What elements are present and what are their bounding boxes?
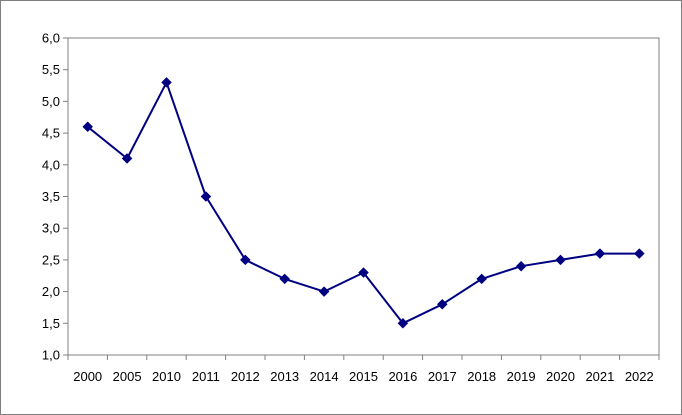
- x-tick-label: 2014: [310, 369, 339, 384]
- y-axis: 1,0 1,5 2,0 2,5 3,0 3,5 4,0 4,5 5,0 5,5 6,0: [42, 31, 68, 363]
- data-point-marker: [555, 254, 566, 266]
- x-tick-label: 2005: [113, 369, 142, 384]
- y-tick-label: 5,0: [42, 94, 60, 109]
- data-point-marker: [436, 298, 448, 310]
- x-tick-label: 2018: [467, 369, 496, 384]
- data-point-marker: [594, 248, 606, 259]
- y-tick-label: 6,0: [42, 31, 60, 46]
- x-tick-label: 2010: [152, 369, 181, 384]
- x-tick-label: 2000: [73, 369, 102, 384]
- y-tick-label: 3,0: [42, 221, 60, 236]
- data-point-marker: [82, 121, 94, 133]
- x-tick-label: 2016: [388, 369, 417, 384]
- data-point-marker: [358, 267, 369, 278]
- data-point-marker: [515, 260, 527, 272]
- y-tick-label: 1,5: [42, 316, 60, 331]
- data-point-marker: [476, 273, 488, 285]
- series-layer: [82, 77, 645, 329]
- y-tick-label: 3,5: [42, 189, 60, 204]
- y-tick-label: 1,0: [42, 348, 60, 363]
- data-point-marker: [239, 254, 251, 266]
- data-point-marker: [161, 77, 172, 88]
- y-tick-label: 4,0: [42, 157, 60, 172]
- data-point-marker: [279, 273, 291, 285]
- data-point-marker: [397, 317, 409, 329]
- data-point-marker: [633, 248, 645, 259]
- x-tick-label: 2011: [192, 369, 220, 384]
- x-axis: 2000 2005 2010 2011 2012 2013 2014 2015 2016 2017…: [67, 355, 660, 384]
- data-point-marker: [121, 153, 133, 164]
- x-tick-label: 2012: [231, 369, 260, 384]
- y-tick-label: 5,5: [42, 62, 60, 77]
- x-tick-label: 2022: [625, 369, 654, 384]
- x-tick-label: 2017: [428, 369, 457, 384]
- y-tick-label: 2,0: [42, 284, 60, 299]
- x-tick-label: 2020: [546, 369, 575, 384]
- x-tick-label: 2013: [270, 369, 299, 384]
- x-tick-label: 2019: [507, 369, 536, 384]
- data-point-marker: [200, 191, 212, 202]
- plot-area: [67, 37, 660, 356]
- x-tick-label: 2021: [585, 369, 614, 384]
- data-point-marker: [318, 286, 330, 297]
- y-tick-label: 2,5: [42, 252, 60, 267]
- x-tick-label: 2015: [349, 369, 378, 384]
- y-tick-label: 4,5: [42, 126, 60, 141]
